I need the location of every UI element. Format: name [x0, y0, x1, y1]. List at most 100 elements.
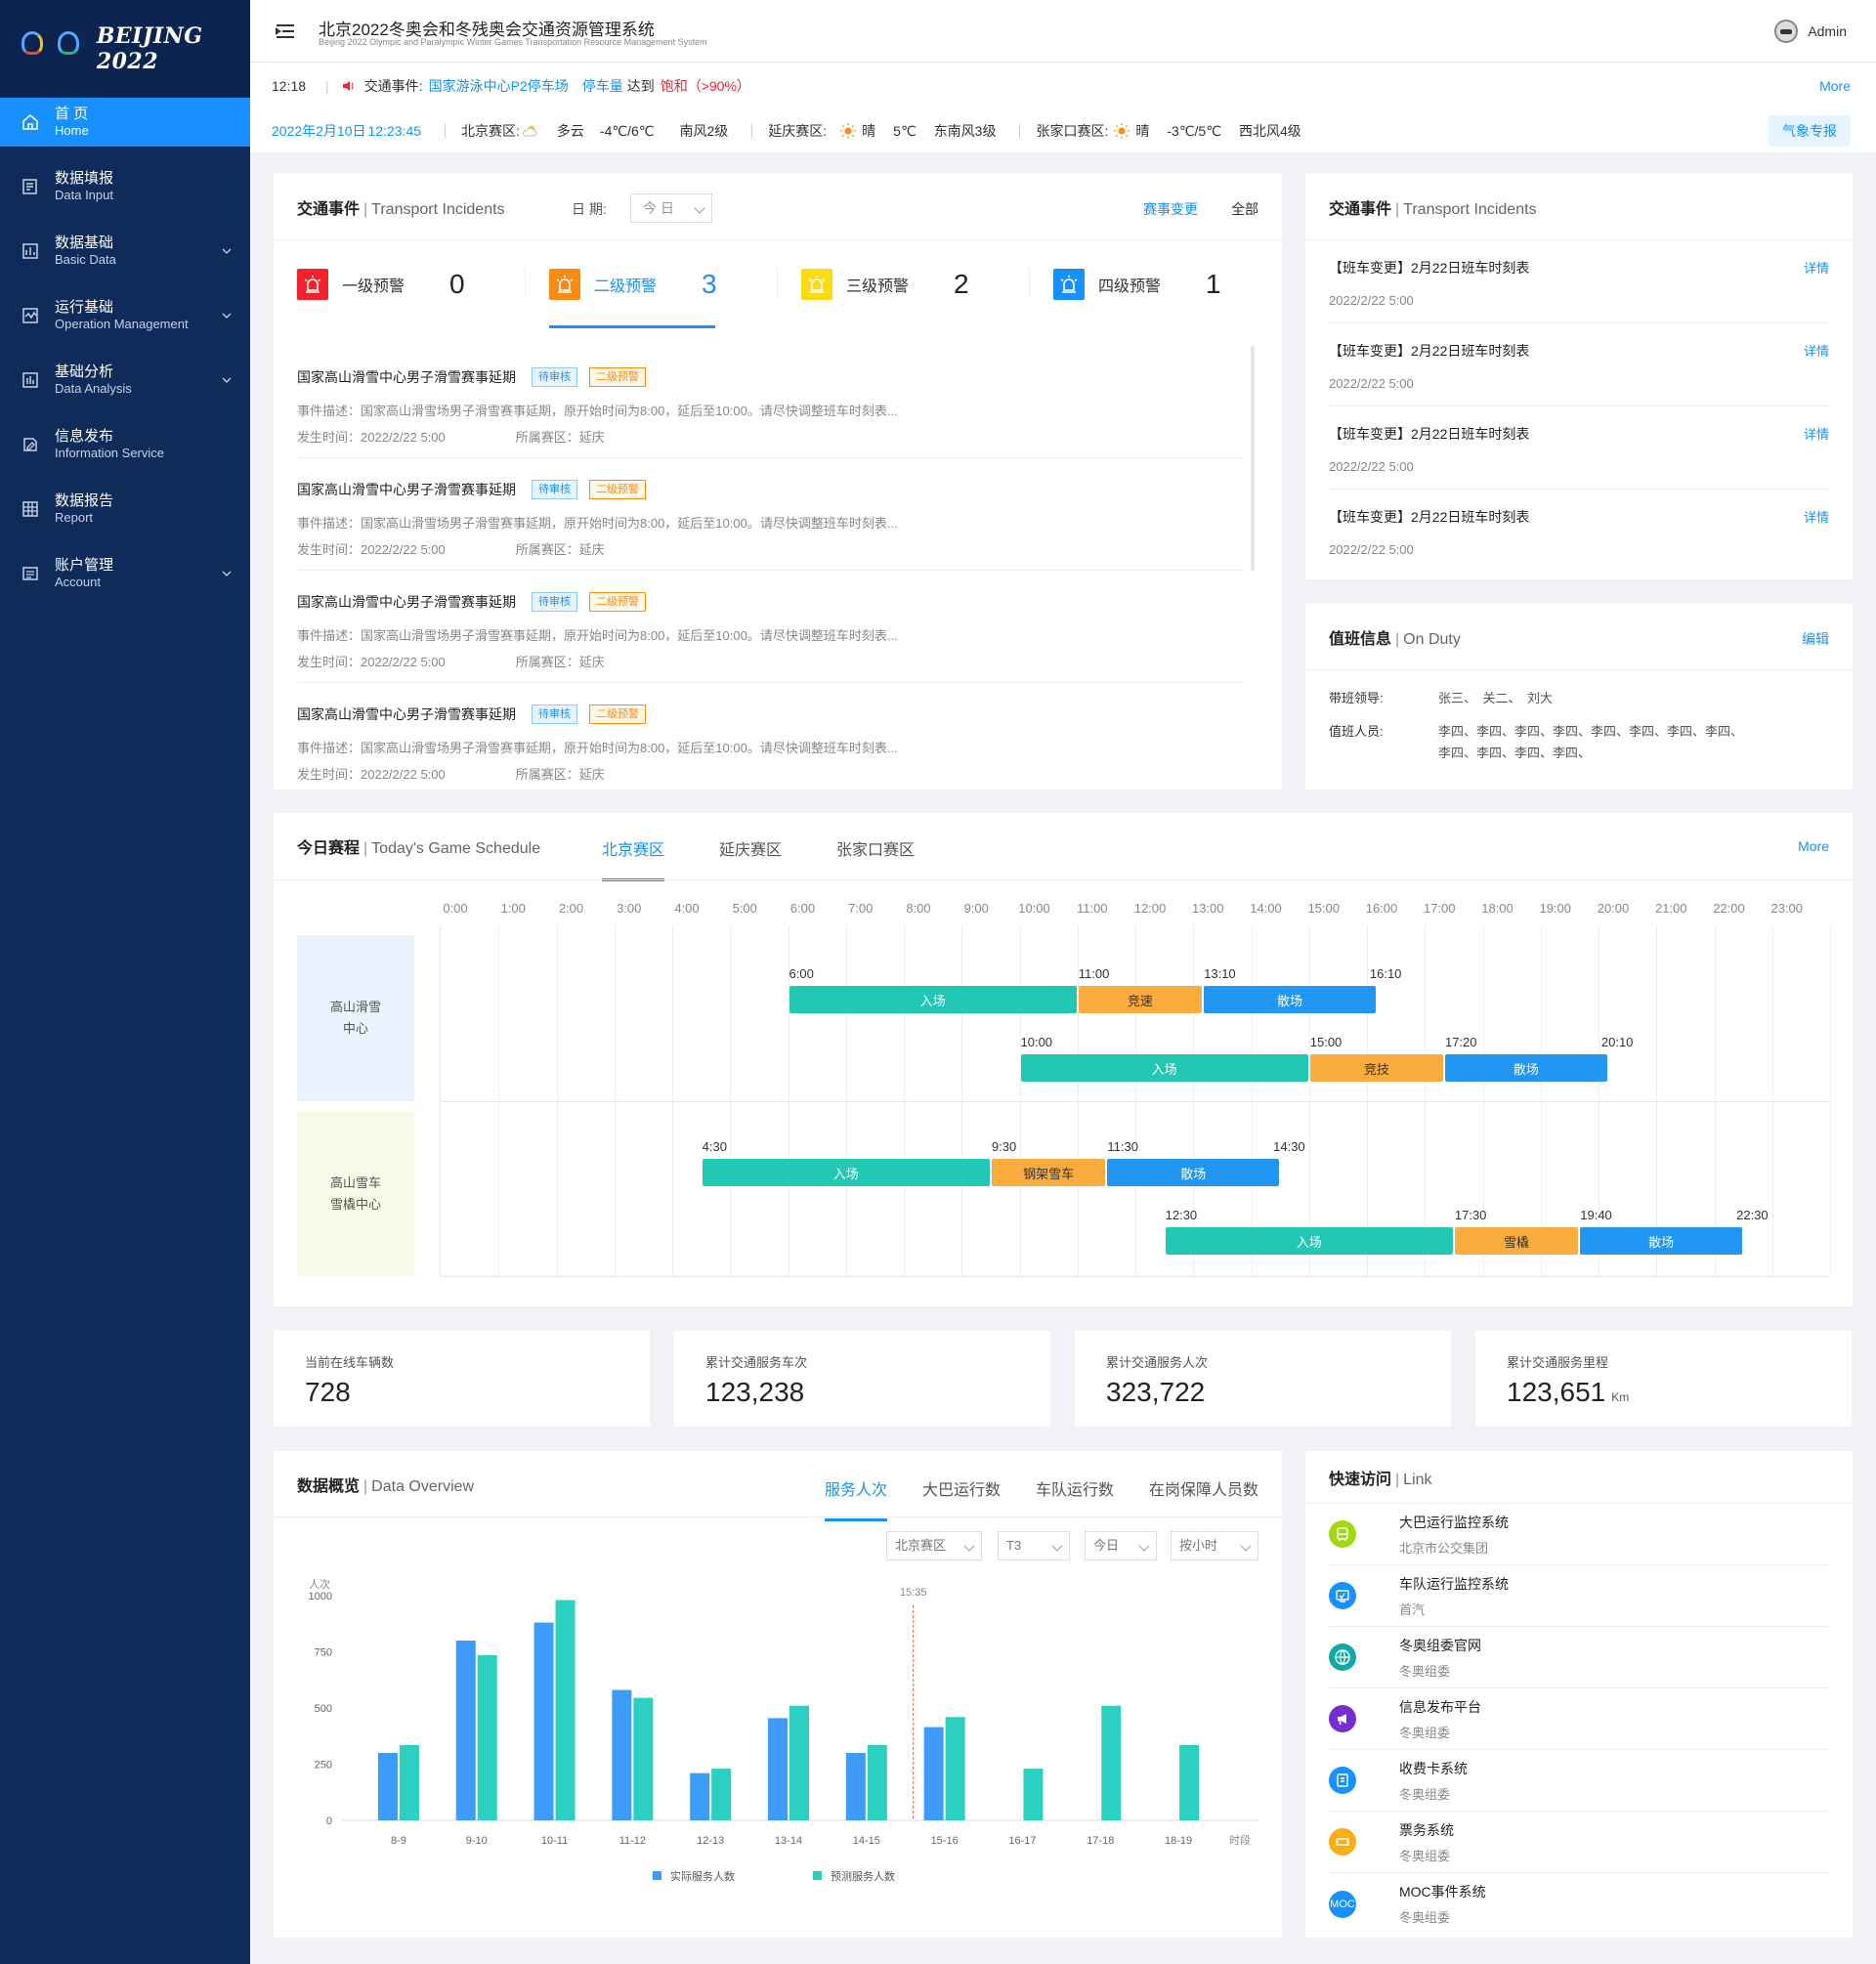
- schedule-segment[interactable]: 雪橇: [1454, 1227, 1579, 1255]
- tab-service-count[interactable]: 服务人次: [824, 1476, 887, 1521]
- zone-beijing-wind: 南风2级: [679, 123, 729, 139]
- terminal-filter[interactable]: T3: [998, 1531, 1070, 1560]
- tab-fleet-count[interactable]: 车队运行数: [1035, 1482, 1114, 1499]
- schedule-segment[interactable]: 散场: [1204, 986, 1376, 1013]
- sidebar-item-home[interactable]: 首 页 Home: [0, 98, 250, 147]
- region-filter[interactable]: 北京赛区: [886, 1531, 982, 1560]
- stat-card: 累计交通服务车次 123,238: [674, 1331, 1050, 1427]
- venue-label: 高山滑雪 中心: [297, 935, 414, 1101]
- schedule-segment[interactable]: 散场: [1107, 1159, 1280, 1186]
- notice-time: 2022/2/22 5:00: [1329, 376, 1414, 391]
- notice-location[interactable]: 国家游泳中心P2停车场: [428, 78, 569, 94]
- schedule-segment[interactable]: 入场: [1165, 1227, 1453, 1255]
- schedule-segment[interactable]: 竞技: [1309, 1054, 1443, 1082]
- tab-beijing[interactable]: 北京赛区: [602, 836, 665, 881]
- list-item: 【班车变更】2月22日班车时刻表 2022/2/22 5:00 详情: [1329, 240, 1829, 323]
- schedule-card: 今日赛程 | Today's Game Schedule 北京赛区 延庆赛区 张家口…: [274, 813, 1853, 1306]
- warning-level-4[interactable]: 四级预警 1: [1030, 240, 1282, 328]
- status-badge: 待审核: [532, 367, 577, 387]
- time-label: 16:10: [1369, 966, 1402, 981]
- list-item[interactable]: 国家高山滑雪中心男子滑雪赛事延期 待审核 二级预警 事件描述：国家高山滑雪场男子…: [297, 683, 1245, 795]
- quick-link-item[interactable]: MOC MOC事件系统 冬奥组委: [1329, 1873, 1829, 1935]
- quick-link-title: 收费卡系统: [1399, 1760, 1468, 1776]
- sidebar-item-data-analysis[interactable]: 基础分析 Data Analysis: [0, 348, 250, 412]
- quick-link-title: MOC事件系统: [1399, 1884, 1486, 1900]
- sidebar-item-data-input[interactable]: 数据填报 Data Input: [0, 154, 250, 219]
- granularity-filter[interactable]: 按小时: [1171, 1531, 1258, 1560]
- schedule-segment[interactable]: 散场: [1444, 1054, 1607, 1082]
- logo-text: BEIJING 2022: [96, 23, 203, 74]
- sidebar-item-label: 数据基础: [55, 235, 114, 251]
- quick-links-card: 快速访问 | Link 大巴运行监控系统 北京市公交集团 车队运行监控系统 首汽 冬…: [1305, 1451, 1853, 1938]
- hour-tick-label: 12:00: [1133, 901, 1167, 916]
- edit-link[interactable]: 编辑: [1802, 631, 1829, 647]
- warning-level-2[interactable]: 二级预警 3: [526, 240, 778, 328]
- partly-cloudy-icon: [522, 125, 537, 137]
- list-item[interactable]: 国家高山滑雪中心男子滑雪赛事延期 待审核 二级预警 事件描述：国家高山滑雪场男子…: [297, 346, 1245, 458]
- detail-link[interactable]: 详情: [1803, 427, 1829, 442]
- warning-level-1[interactable]: 一级预警 0: [274, 240, 526, 328]
- weather-report-button[interactable]: 气象专报: [1769, 115, 1851, 147]
- chevron-down-icon: [1138, 1540, 1150, 1552]
- quick-link-item[interactable]: 冬奥组委官网 冬奥组委: [1329, 1627, 1829, 1688]
- sidebar-item-report[interactable]: 数据报告 Report: [0, 477, 250, 541]
- notice-title: 【班车变更】2月22日班车时刻表: [1329, 509, 1530, 525]
- list-item[interactable]: 国家高山滑雪中心男子滑雪赛事延期 待审核 二级预警 事件描述：国家高山滑雪场男子…: [297, 571, 1245, 683]
- user-menu[interactable]: Admin: [1774, 20, 1847, 43]
- notice-title: 【班车变更】2月22日班车时刻表: [1329, 343, 1530, 359]
- list-item[interactable]: 国家高山滑雪中心男子滑雪赛事延期 待审核 二级预警 事件描述：国家高山滑雪场男子…: [297, 458, 1245, 571]
- schedule-segment[interactable]: 竞速: [1078, 986, 1203, 1013]
- alarm-icon: [801, 269, 832, 300]
- detail-link[interactable]: 详情: [1803, 510, 1829, 525]
- status-badge: 待审核: [532, 704, 577, 724]
- notice-more-link[interactable]: More: [1819, 78, 1851, 94]
- quick-link-sub: 北京市公交集团: [1399, 1540, 1489, 1556]
- all-link[interactable]: 全部: [1231, 201, 1258, 217]
- list-item: 【班车变更】2月22日班车时刻表 2022/2/22 5:00 详情: [1329, 406, 1829, 490]
- bar-actual: [612, 1689, 632, 1820]
- schedule-more-link[interactable]: More: [1798, 838, 1829, 854]
- alarm-icon: [1053, 269, 1085, 300]
- alarm-icon: [297, 269, 328, 300]
- quick-link-item[interactable]: 收费卡系统 冬奥组委: [1329, 1750, 1829, 1812]
- schedule-segment[interactable]: 散场: [1580, 1227, 1743, 1255]
- tab-zhangjiakou[interactable]: 张家口赛区: [836, 842, 916, 859]
- warning-level-3[interactable]: 三级预警 2: [778, 240, 1030, 328]
- event-change-link[interactable]: 赛事变更: [1143, 201, 1198, 217]
- incident-time: 发生时间：2022/2/22 5:00: [297, 767, 446, 782]
- bar-forecast: [789, 1705, 809, 1820]
- quick-link-item[interactable]: 车队运行监控系统 首汽: [1329, 1565, 1829, 1627]
- incident-region: 所属赛区：延庆: [515, 542, 605, 557]
- hour-tick-label: 3:00: [617, 901, 642, 916]
- quick-link-item[interactable]: 信息发布平台 冬奥组委: [1329, 1688, 1829, 1750]
- schedule-segment[interactable]: 入场: [789, 986, 1077, 1013]
- scrollbar[interactable]: [1251, 346, 1255, 571]
- sidebar-item-sublabel: Data Analysis: [55, 381, 132, 396]
- quick-link-title: 票务系统: [1399, 1821, 1454, 1838]
- incident-title: 国家高山滑雪中心男子滑雪赛事延期: [297, 594, 516, 610]
- leader-label: 带班领导:: [1329, 691, 1384, 705]
- sidebar-item-information-service[interactable]: 信息发布 Information Service: [0, 412, 250, 477]
- date-select[interactable]: 今 日: [630, 193, 712, 223]
- quick-link-item[interactable]: 票务系统 冬奥组委: [1329, 1812, 1829, 1873]
- zone-zhangjiakou-cond: 晴: [1135, 123, 1150, 139]
- sidebar-item-account[interactable]: 账户管理 Account: [0, 541, 250, 606]
- detail-link[interactable]: 详情: [1803, 261, 1829, 276]
- sun-icon: [840, 123, 857, 139]
- stat-card: 累计交通服务里程 123,651 Km: [1475, 1331, 1852, 1427]
- tab-staff-count[interactable]: 在岗保障人员数: [1148, 1482, 1258, 1499]
- tab-bus-count[interactable]: 大巴运行数: [921, 1482, 1001, 1499]
- y-tick-label: 750: [315, 1647, 332, 1659]
- schedule-segment[interactable]: 入场: [702, 1159, 990, 1186]
- schedule-segment[interactable]: 钢架雪车: [991, 1159, 1106, 1186]
- detail-link[interactable]: 详情: [1803, 344, 1829, 359]
- tab-yanqing[interactable]: 延庆赛区: [719, 842, 783, 859]
- menu-toggle-icon[interactable]: [274, 20, 297, 43]
- sidebar-item-operation-management[interactable]: 运行基础 Operation Management: [0, 283, 250, 348]
- quick-link-item[interactable]: 大巴运行监控系统 北京市公交集团: [1329, 1504, 1829, 1565]
- hour-tick-label: 7:00: [848, 901, 874, 916]
- quick-link-title: 冬奥组委官网: [1399, 1637, 1481, 1653]
- sidebar-item-basic-data[interactable]: 数据基础 Basic Data: [0, 219, 250, 283]
- date-filter[interactable]: 今日: [1085, 1531, 1157, 1560]
- schedule-segment[interactable]: 入场: [1020, 1054, 1308, 1082]
